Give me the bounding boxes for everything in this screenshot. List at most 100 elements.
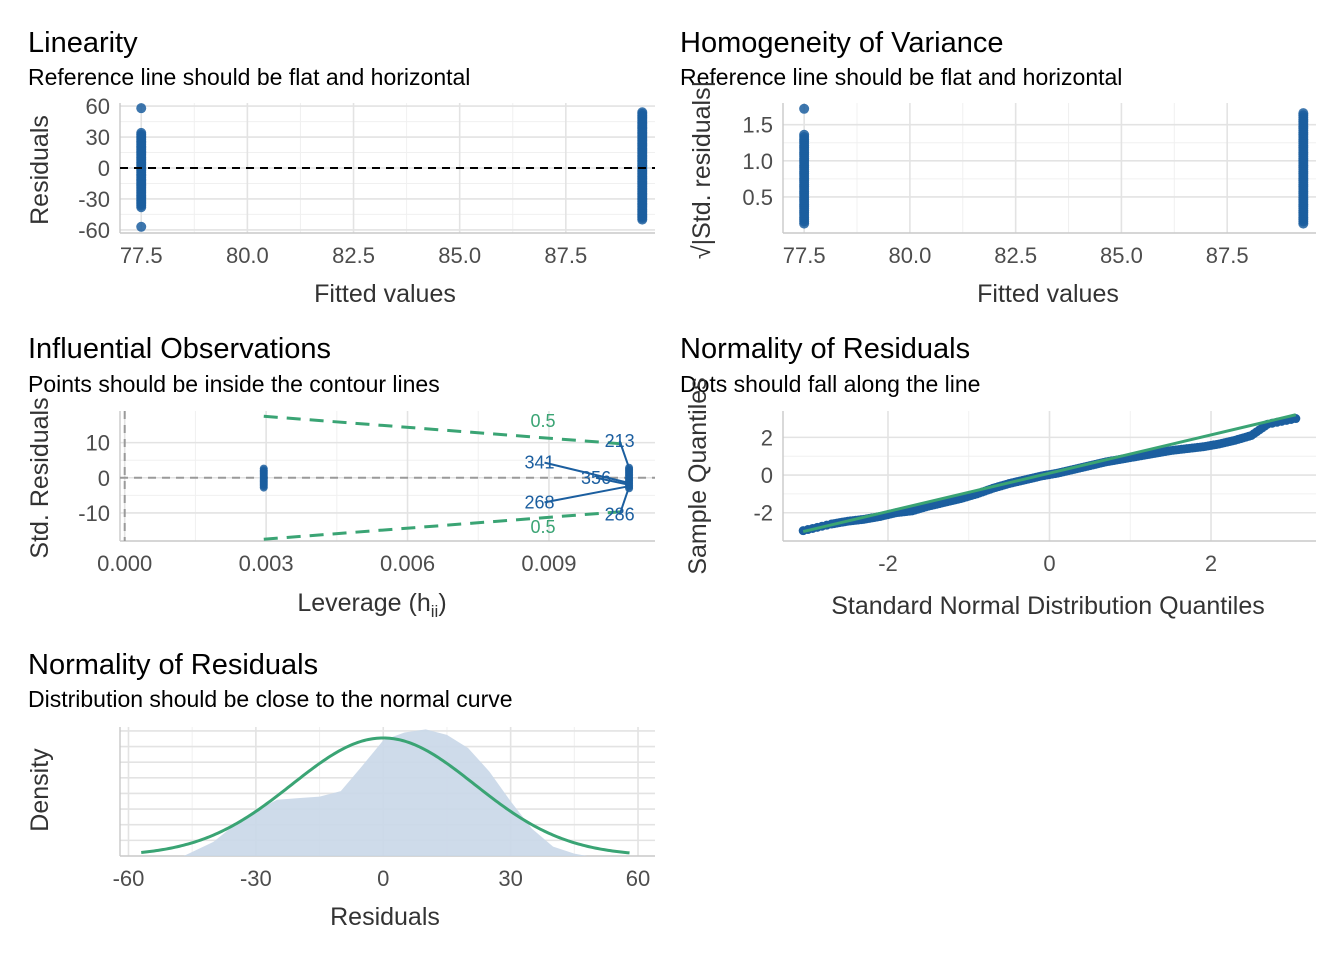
panel-linearity: Linearity Reference line should be flat … xyxy=(26,27,655,308)
panel-subtitle: Reference line should be flat and horizo… xyxy=(28,64,470,90)
y-tick-label: -2 xyxy=(753,501,773,526)
panel-title: Normality of Residuals xyxy=(28,649,318,681)
panel-qq-normality: Normality of Residuals Dots should fall … xyxy=(680,333,1316,620)
tick-labels: 0.000 0.003 0.006 0.009 -10 0 10 xyxy=(78,431,576,576)
y-tick-label: 1.5 xyxy=(742,113,773,138)
y-tick-label: -60 xyxy=(78,218,110,243)
x-tick-label: 2 xyxy=(1205,551,1217,576)
x-axis-label: Fitted values xyxy=(314,280,456,308)
data-point xyxy=(259,464,268,473)
x-tick-label: 0.000 xyxy=(97,551,152,576)
label-leader-line xyxy=(595,476,630,486)
point-label: 268 xyxy=(524,492,554,512)
x-axis-label-subscript: ii xyxy=(431,602,439,621)
data-point xyxy=(799,129,810,140)
contour-label: 0.5 xyxy=(530,517,555,537)
label-leader-line xyxy=(618,440,631,469)
data-point xyxy=(637,107,648,118)
x-axis-label-close: ) xyxy=(438,589,446,617)
y-tick-label: 0 xyxy=(98,156,110,181)
x-tick-label: 82.5 xyxy=(332,243,375,268)
x-axis-label: Standard Normal Distribution Quantiles xyxy=(831,592,1265,620)
y-tick-label: 1.0 xyxy=(742,149,773,174)
cook-contour-line xyxy=(263,414,630,446)
y-tick-label: -10 xyxy=(78,501,110,526)
point-label: 213 xyxy=(605,431,635,451)
x-tick-label: 87.5 xyxy=(544,243,587,268)
x-tick-label: 30 xyxy=(498,866,522,891)
y-tick-label: 10 xyxy=(86,431,110,456)
y-tick-label: -30 xyxy=(78,187,110,212)
panel-subtitle: Reference line should be flat and horizo… xyxy=(680,64,1122,90)
x-tick-label: 85.0 xyxy=(1100,243,1143,268)
x-tick-label: 77.5 xyxy=(783,243,826,268)
y-axis-label: Std. Residuals xyxy=(26,397,54,558)
x-tick-label: 0.009 xyxy=(521,551,576,576)
y-tick-label: 0 xyxy=(98,466,110,491)
plot-marks xyxy=(141,729,630,856)
panel-homogeneity: Homogeneity of Variance Reference line s… xyxy=(680,27,1316,308)
y-tick-label: 30 xyxy=(86,125,110,150)
x-tick-label: 0 xyxy=(1043,551,1055,576)
x-axis-label: Fitted values xyxy=(977,280,1119,308)
data-point xyxy=(136,103,147,114)
label-leader-line xyxy=(544,485,630,504)
y-tick-label: 2 xyxy=(761,425,773,450)
y-axis-label: Density xyxy=(26,748,54,832)
grid xyxy=(119,411,655,542)
data-point xyxy=(1298,108,1309,119)
point-label: 286 xyxy=(605,505,635,525)
x-axis-label-main: Leverage (h xyxy=(297,589,430,617)
tick-labels: -2 0 2 -2 0 2 xyxy=(753,425,1217,576)
tick-labels: 77.5 80.0 82.5 85.0 87.5 -60 -30 0 30 60 xyxy=(78,94,587,268)
plot-marks xyxy=(799,103,1309,229)
plot-marks: 0.5 0.5 213 341 356 268 286 xyxy=(120,411,655,541)
data-point xyxy=(799,103,810,114)
panel-title: Normality of Residuals xyxy=(680,333,970,365)
y-axis-label: √|Std. residuals| xyxy=(688,81,716,259)
x-axis-label: Residuals xyxy=(330,903,440,931)
plot-marks xyxy=(120,103,655,232)
x-tick-label: 0.006 xyxy=(380,551,435,576)
panel-subtitle: Distribution should be close to the norm… xyxy=(28,686,513,712)
x-tick-label: 87.5 xyxy=(1206,243,1249,268)
panel-title: Influential Observations xyxy=(28,333,331,365)
data-point xyxy=(136,127,147,138)
label-leader-line xyxy=(544,461,630,484)
x-tick-label: 82.5 xyxy=(994,243,1037,268)
tick-labels: -60 -30 0 30 60 xyxy=(113,866,651,891)
x-tick-label: 85.0 xyxy=(438,243,481,268)
panel-title: Homogeneity of Variance xyxy=(680,27,1003,59)
y-tick-label: 60 xyxy=(86,94,110,119)
reference-line xyxy=(802,413,1297,534)
x-tick-label: 60 xyxy=(626,866,650,891)
plot-marks xyxy=(798,413,1301,536)
panel-subtitle: Points should be inside the contour line… xyxy=(28,371,440,397)
normal-curve-line xyxy=(141,736,630,855)
x-tick-label: 80.0 xyxy=(226,243,269,268)
x-axis-label: Leverage (hii) xyxy=(297,589,446,621)
label-leader-line xyxy=(618,486,631,515)
panel-title: Linearity xyxy=(28,27,138,59)
grid xyxy=(782,103,1316,234)
x-tick-label: 0 xyxy=(377,866,389,891)
x-tick-label: 80.0 xyxy=(888,243,931,268)
data-point xyxy=(136,221,147,232)
point-label: 356 xyxy=(581,468,611,488)
point-label: 341 xyxy=(524,453,554,473)
panel-influential-observations: Influential Observations Points should b… xyxy=(26,333,655,621)
y-tick-label: 0.5 xyxy=(742,185,773,210)
x-tick-label: -60 xyxy=(113,866,145,891)
x-tick-label: 0.003 xyxy=(239,551,294,576)
x-tick-label: -30 xyxy=(240,866,272,891)
cook-contour-line xyxy=(263,509,630,541)
y-tick-label: 0 xyxy=(761,463,773,488)
panel-density-normality: Normality of Residuals Distribution shou… xyxy=(26,649,655,931)
y-axis-label: Residuals xyxy=(26,115,54,225)
empirical-density-area xyxy=(183,729,588,856)
y-axis-label: Sample Quantiles xyxy=(684,377,712,574)
contour-label: 0.5 xyxy=(530,411,555,431)
grid xyxy=(119,103,655,234)
panel-subtitle: Dots should fall along the line xyxy=(680,371,980,397)
